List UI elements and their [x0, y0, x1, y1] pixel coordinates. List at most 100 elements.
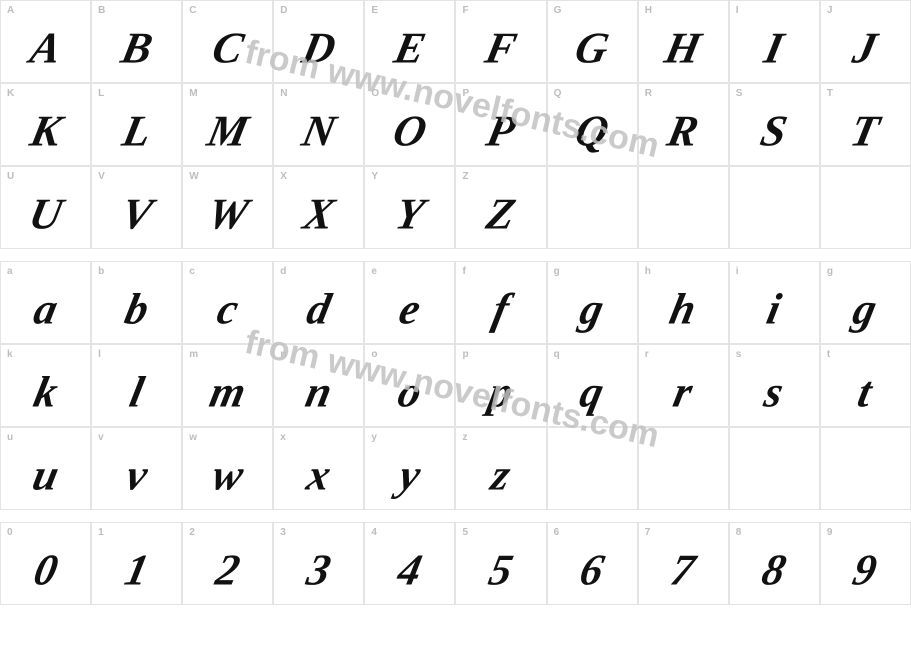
glyph: V	[117, 188, 157, 239]
glyph-cell	[820, 166, 911, 249]
cell-label: V	[98, 171, 105, 182]
glyph-cell: ll	[91, 344, 182, 427]
glyph-cell: II	[729, 0, 820, 83]
glyph-cell	[729, 166, 820, 249]
glyph-cell: hh	[638, 261, 729, 344]
cell-label: Z	[462, 171, 468, 182]
glyph: P	[482, 105, 520, 156]
glyph-cell: KK	[0, 83, 91, 166]
glyph-cell: ff	[455, 261, 546, 344]
glyph: K	[25, 105, 65, 156]
glyph-cell: ee	[364, 261, 455, 344]
row-separator	[0, 249, 911, 261]
glyph-cell: EE	[364, 0, 455, 83]
cell-label: f	[462, 266, 465, 277]
glyph: 9	[849, 544, 882, 595]
cell-label: 4	[371, 527, 377, 538]
cell-label: K	[7, 88, 14, 99]
glyph-cell: QQ	[547, 83, 638, 166]
glyph-cell	[638, 427, 729, 510]
glyph: H	[661, 22, 706, 73]
cell-label: H	[645, 5, 652, 16]
cell-label: 1	[98, 527, 104, 538]
glyph-cell: TT	[820, 83, 911, 166]
glyph-cell: vv	[91, 427, 182, 510]
cell-label: W	[189, 171, 198, 182]
glyph-cell	[547, 166, 638, 249]
glyph: v	[121, 449, 151, 500]
glyph-cell: CC	[182, 0, 273, 83]
glyph-cell: MM	[182, 83, 273, 166]
character-map-grid: AABBCCDDEEFFGGHHIIJJKKLLMMNNOOPPQQRRSSTT…	[0, 0, 911, 605]
cell-label: N	[280, 88, 287, 99]
glyph: t	[854, 366, 877, 417]
cell-label: B	[98, 5, 105, 16]
glyph-cell: bb	[91, 261, 182, 344]
cell-label: C	[189, 5, 196, 16]
cell-label: v	[98, 432, 104, 443]
glyph-cell: ss	[729, 344, 820, 427]
glyph-cell: RR	[638, 83, 729, 166]
glyph: u	[28, 449, 63, 500]
cell-label: P	[462, 88, 469, 99]
cell-label: b	[98, 266, 104, 277]
glyph: F	[481, 22, 521, 73]
cell-label: Y	[371, 171, 378, 182]
glyph: 2	[211, 544, 244, 595]
glyph-cell: FF	[455, 0, 546, 83]
glyph: M	[203, 105, 253, 156]
cell-label: G	[554, 5, 562, 16]
glyph-cell: tt	[820, 344, 911, 427]
cell-label: k	[7, 349, 13, 360]
row-separator	[0, 510, 911, 522]
glyph-cell	[638, 166, 729, 249]
cell-label: 8	[736, 527, 742, 538]
glyph-cell: WW	[182, 166, 273, 249]
glyph: Y	[391, 188, 429, 239]
cell-label: 9	[827, 527, 833, 538]
glyph: Z	[482, 188, 520, 239]
glyph: 7	[667, 544, 700, 595]
glyph-cell: BB	[91, 0, 182, 83]
glyph: h	[666, 283, 701, 334]
glyph: B	[117, 22, 157, 73]
glyph: q	[576, 366, 609, 417]
glyph: d	[302, 283, 335, 334]
glyph-cell: OO	[364, 83, 455, 166]
glyph: Q	[571, 105, 614, 156]
glyph-cell: PP	[455, 83, 546, 166]
cell-label: d	[280, 266, 286, 277]
glyph-cell: gg	[547, 261, 638, 344]
glyph-cell: HH	[638, 0, 729, 83]
glyph-cell: LL	[91, 83, 182, 166]
cell-label: r	[645, 349, 649, 360]
glyph: R	[663, 105, 703, 156]
glyph: a	[29, 283, 62, 334]
glyph: z	[487, 449, 515, 500]
glyph-cell: zz	[455, 427, 546, 510]
glyph: J	[849, 22, 882, 73]
glyph: G	[571, 22, 614, 73]
cell-label: t	[827, 349, 830, 360]
glyph: g	[576, 283, 609, 334]
cell-label: c	[189, 266, 195, 277]
glyph-cell: xx	[273, 427, 364, 510]
cell-label: q	[554, 349, 560, 360]
glyph: N	[298, 105, 341, 156]
glyph-cell: JJ	[820, 0, 911, 83]
cell-label: 7	[645, 527, 651, 538]
glyph-cell: SS	[729, 83, 820, 166]
glyph-cell: NN	[273, 83, 364, 166]
glyph: o	[394, 366, 427, 417]
glyph: E	[390, 22, 430, 73]
cell-label: R	[645, 88, 652, 99]
cell-label: T	[827, 88, 833, 99]
glyph-cell: rr	[638, 344, 729, 427]
glyph: e	[395, 283, 425, 334]
cell-label: A	[7, 5, 14, 16]
cell-label: 3	[280, 527, 286, 538]
glyph: I	[760, 22, 788, 73]
glyph: W	[203, 188, 253, 239]
cell-label: F	[462, 5, 468, 16]
glyph: g	[849, 283, 882, 334]
